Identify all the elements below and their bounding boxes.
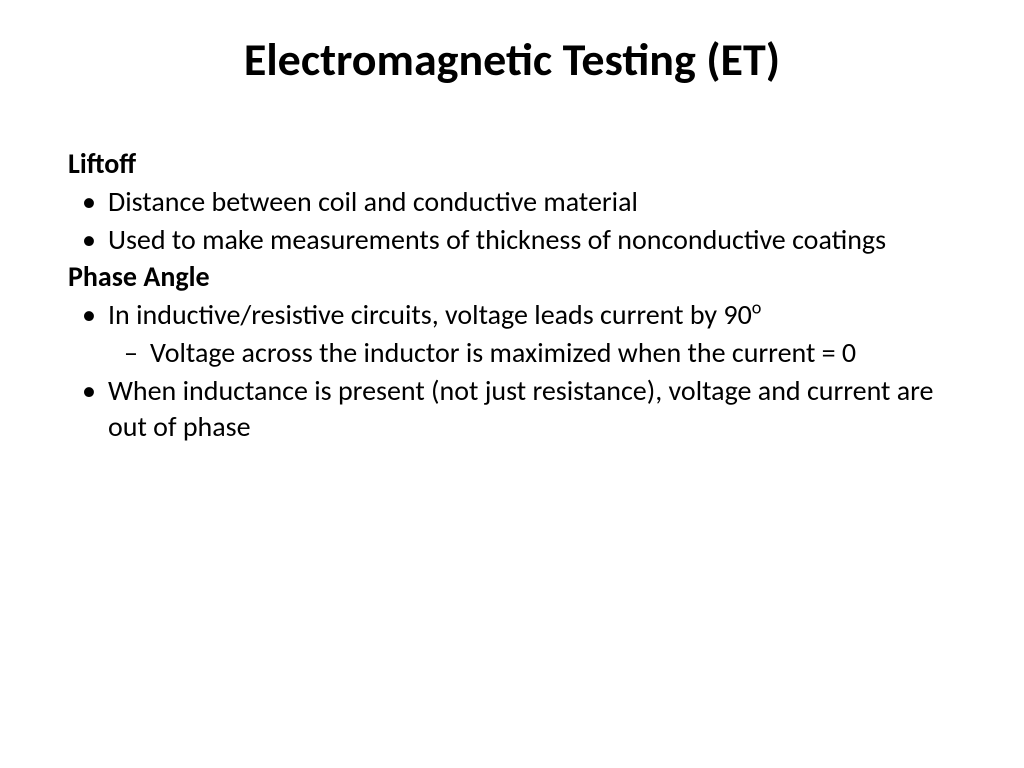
sub-bullet-text: Voltage across the inductor is maximized… — [150, 335, 856, 370]
bullet-item: Used to make measurements of thickness o… — [68, 222, 964, 258]
section-heading-liftoff: Liftoff — [68, 146, 964, 182]
bullet-text: Used to make measurements of thickness o… — [108, 222, 886, 257]
bullet-list-phase-angle: In inductive/resistive circuits, voltage… — [68, 297, 964, 444]
slide: Electromagnetic Testing (ET) Liftoff Dis… — [0, 0, 1024, 768]
bullet-text: When inductance is present (not just res… — [108, 373, 933, 444]
bullet-text: In inductive/resistive circuits, voltage… — [108, 297, 752, 332]
slide-body: Liftoff Distance between coil and conduc… — [60, 146, 964, 445]
bullet-item: In inductive/resistive circuits, voltage… — [68, 297, 964, 371]
sub-bullet-item: Voltage across the inductor is maximized… — [108, 335, 964, 371]
bullet-item: When inductance is present (not just res… — [68, 373, 964, 445]
slide-title: Electromagnetic Testing (ET) — [60, 32, 964, 88]
bullet-item: Distance between coil and conductive mat… — [68, 184, 964, 220]
superscript: o — [752, 297, 762, 319]
bullet-list-liftoff: Distance between coil and conductive mat… — [68, 184, 964, 258]
section-heading-phase-angle: Phase Angle — [68, 259, 964, 295]
sub-bullet-list: Voltage across the inductor is maximized… — [108, 335, 964, 371]
bullet-text: Distance between coil and conductive mat… — [108, 184, 638, 219]
